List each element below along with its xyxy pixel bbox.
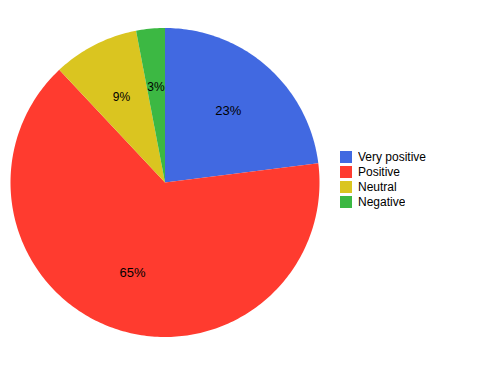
svg-text:65%: 65%	[120, 265, 146, 280]
svg-text:3%: 3%	[147, 80, 165, 94]
svg-text:9%: 9%	[113, 90, 131, 104]
html-text:Positive: Positive	[358, 164, 400, 179]
svg-text:23%: 23%	[215, 103, 241, 118]
html-text:Negative: Negative	[358, 194, 406, 209]
html-text:Neutral: Neutral	[358, 179, 397, 194]
html-text:Very positive: Very positive	[358, 149, 426, 164]
